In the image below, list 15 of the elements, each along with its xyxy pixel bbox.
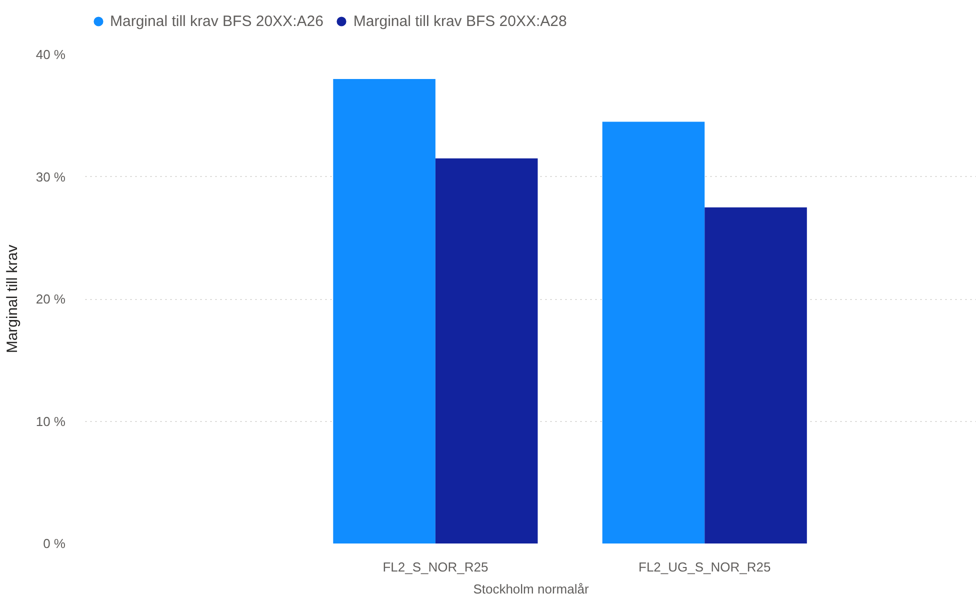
y-tick-label: 40 %	[36, 47, 66, 62]
y-tick-label: 30 %	[36, 169, 66, 184]
bar	[704, 207, 807, 544]
y-tick-label: 0 %	[43, 536, 66, 551]
y-tick-label: 20 %	[36, 292, 66, 306]
x-tick-label: FL2_S_NOR_R25	[382, 560, 488, 574]
y-tick-label: 10 %	[36, 414, 66, 429]
bar	[333, 78, 436, 544]
x-tick-label: FL2_UG_S_NOR_R25	[638, 560, 771, 574]
y-axis-title: Marginal till krav	[4, 244, 21, 354]
bar	[602, 122, 705, 544]
legend-label: Marginal till krav BFS 20XX:A28	[353, 12, 567, 30]
legend-label: Marginal till krav BFS 20XX:A26	[110, 12, 324, 30]
x-axis-title: Stockholm normalår	[473, 582, 590, 596]
bar	[435, 158, 538, 544]
